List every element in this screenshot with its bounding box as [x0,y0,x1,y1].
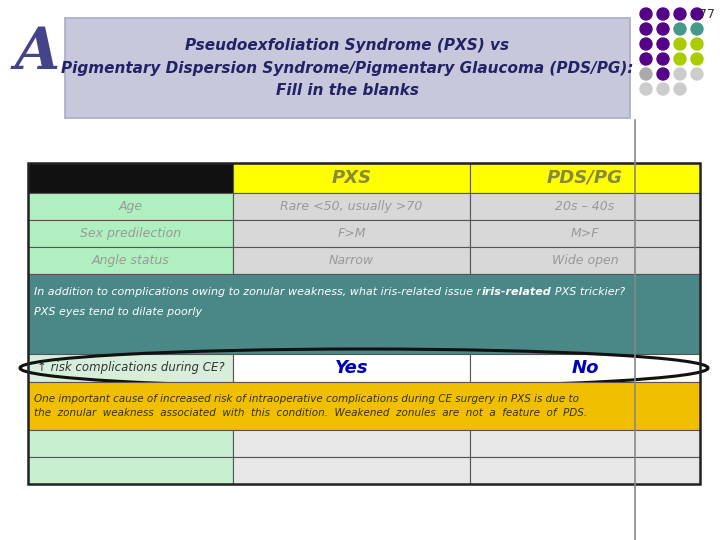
Circle shape [674,53,686,65]
Bar [233,354,470,382]
Text: Angle status: Angle status [91,254,169,267]
Bar [233,247,470,274]
Text: PDS/PG: PDS/PG [547,169,623,187]
Bar [28,193,233,220]
Text: PXS: PXS [331,169,372,187]
Text: Pseudoexfoliation Syndrome (PXS) vs
Pigmentary Dispersion Syndrome/Pigmentary Gl: Pseudoexfoliation Syndrome (PXS) vs Pigm… [61,38,634,98]
Bar [233,163,470,193]
Bar [470,457,700,484]
Circle shape [657,68,669,80]
Circle shape [640,68,652,80]
Text: 20s – 40s: 20s – 40s [555,200,615,213]
Text: ↑ risk complications during CE?: ↑ risk complications during CE? [37,361,225,375]
Circle shape [640,83,652,95]
Circle shape [691,8,703,20]
Bar [28,382,700,430]
Bar [28,274,700,354]
Bar [470,430,700,457]
Circle shape [674,23,686,35]
Bar [470,193,700,220]
Text: One important cause of increased risk of intraoperative complications during CE : One important cause of increased risk of… [34,394,587,418]
Circle shape [674,38,686,50]
Circle shape [657,38,669,50]
Bar [470,354,700,382]
Bar [470,247,700,274]
Circle shape [674,68,686,80]
Text: iris-related: iris-related [481,287,551,297]
Bar [28,220,233,247]
Text: Yes: Yes [335,359,369,377]
Text: M>F: M>F [571,227,599,240]
Circle shape [691,23,703,35]
Text: No: No [571,359,599,377]
Bar [28,247,233,274]
Circle shape [674,83,686,95]
Text: Sex predilection: Sex predilection [80,227,181,240]
Text: F>M: F>M [337,227,366,240]
Circle shape [657,53,669,65]
Circle shape [657,8,669,20]
Text: A: A [15,25,60,82]
Text: In addition to complications owing to zonular weakness, what iris-related issue : In addition to complications owing to zo… [34,287,625,297]
Circle shape [640,53,652,65]
Circle shape [657,23,669,35]
Circle shape [691,68,703,80]
Circle shape [691,38,703,50]
Bar [28,457,233,484]
Text: Narrow: Narrow [329,254,374,267]
Text: 77: 77 [699,8,715,21]
Bar [470,163,700,193]
Circle shape [640,23,652,35]
Circle shape [657,83,669,95]
Circle shape [674,8,686,20]
Circle shape [640,38,652,50]
FancyBboxPatch shape [65,18,630,118]
Bar [233,457,470,484]
Bar [470,220,700,247]
Bar [28,430,233,457]
Text: Wide open: Wide open [552,254,618,267]
Text: Age: Age [118,200,143,213]
Bar [28,354,233,382]
Circle shape [640,8,652,20]
Bar [233,220,470,247]
Bar [233,193,470,220]
Bar [233,430,470,457]
Text: Rare <50, usually >70: Rare <50, usually >70 [280,200,423,213]
Text: PXS eyes tend to dilate poorly: PXS eyes tend to dilate poorly [34,307,202,317]
Bar [28,163,233,193]
Circle shape [691,53,703,65]
Bar [28,163,700,484]
